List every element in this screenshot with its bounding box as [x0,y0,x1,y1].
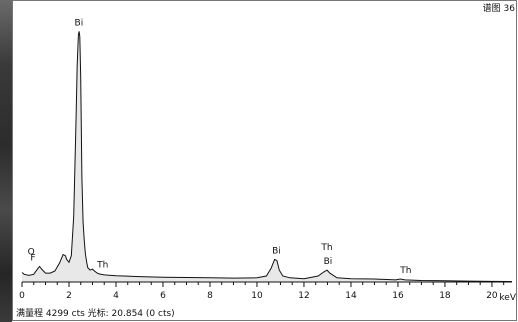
x-tick-label: 16 [392,291,404,301]
x-axis: 0 2 4 6 8 10 12 14 16 18 20 [19,281,512,301]
x-axis-unit: keV [499,293,516,303]
x-tick-label: 18 [439,291,451,301]
chart-title: 谱图 36 [483,2,516,14]
peak-label: Th [399,266,411,276]
peak-label: Bi [324,257,333,267]
x-tick-label: 14 [345,291,357,301]
peak-label: O [28,247,35,257]
x-tick-label: 20 [486,291,498,301]
x-tick-label: 0 [19,291,25,301]
peak-label: Bi [75,18,84,28]
peak-labels: Bi Th OF Bi Th Bi Th [28,18,412,276]
peak-label: F [30,254,35,264]
peak-label: Th [96,260,108,270]
peak-label: Bi [272,246,281,256]
x-tick-label: 10 [251,291,263,301]
x-tick-label: 4 [113,291,119,301]
footer-status: 满量程 4299 cts 光标: 20.854 (0 cts) [16,307,175,319]
x-tick-label: 8 [207,291,213,301]
left-image-strip [0,0,12,322]
spectrum-line-0 [21,31,512,282]
spectrum-fill-0 [22,31,512,282]
x-tick-label: 12 [298,291,309,301]
peak-label: Th [320,243,332,253]
plot-area [21,31,512,282]
x-tick-label: 6 [160,291,166,301]
x-tick-label: 2 [66,291,72,301]
